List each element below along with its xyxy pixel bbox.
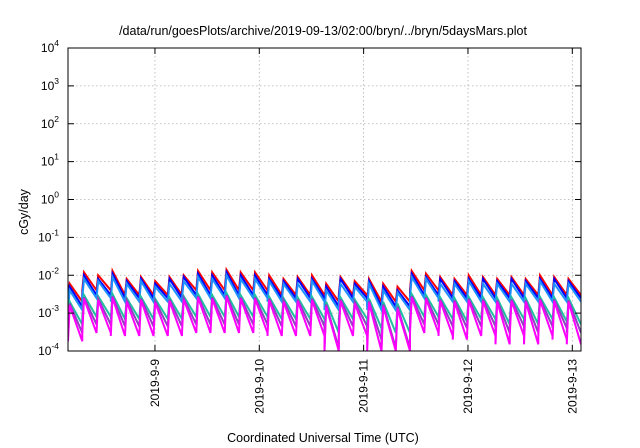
x-tick-label: 2019-9-9	[148, 359, 162, 407]
y-tick-label: 10-3	[38, 303, 59, 320]
y-tick-label: 10-1	[38, 227, 59, 244]
y-tick-exponent: -4	[51, 341, 59, 351]
y-tick-exponent: -3	[51, 303, 59, 313]
y-tick-label: 102	[41, 114, 59, 131]
y-tick-exponent: 0	[54, 190, 59, 200]
y-tick-exponent: 4	[54, 38, 59, 48]
y-tick-label: 104	[41, 38, 59, 55]
x-tick-label: 2019-9-11	[357, 359, 371, 413]
y-tick-label: 10-2	[38, 265, 59, 282]
y-tick-exponent: -1	[51, 227, 59, 237]
chart-title: /data/run/goesPlots/archive/2019-09-13/0…	[119, 24, 527, 38]
y-axis-label: cGy/day	[17, 188, 31, 235]
y-tick-label: 10-4	[38, 341, 59, 358]
series-line	[68, 271, 581, 314]
y-tick-label: 103	[41, 76, 59, 93]
grid	[68, 48, 581, 351]
series-line	[68, 295, 581, 351]
x-ticks: 2019-9-9 2019-9-10 2019-9-11 2019-9-12 2019-…	[148, 48, 579, 414]
y-tick-exponent: 2	[54, 114, 59, 124]
y-tick-exponent: 1	[54, 152, 59, 162]
y-tick-exponent: 3	[54, 76, 59, 86]
x-axis-label: Coordinated Universal Time (UTC)	[227, 431, 419, 445]
x-tick-label: 2019-9-10	[252, 359, 266, 414]
x-tick-label: 2019-9-12	[461, 359, 475, 414]
series-group	[68, 266, 581, 351]
y-tick-label: 101	[41, 152, 59, 169]
y-tick-exponent: -2	[51, 265, 59, 275]
x-tick-label: 2019-9-13	[565, 359, 579, 414]
y-tick-label: 100	[41, 190, 59, 207]
